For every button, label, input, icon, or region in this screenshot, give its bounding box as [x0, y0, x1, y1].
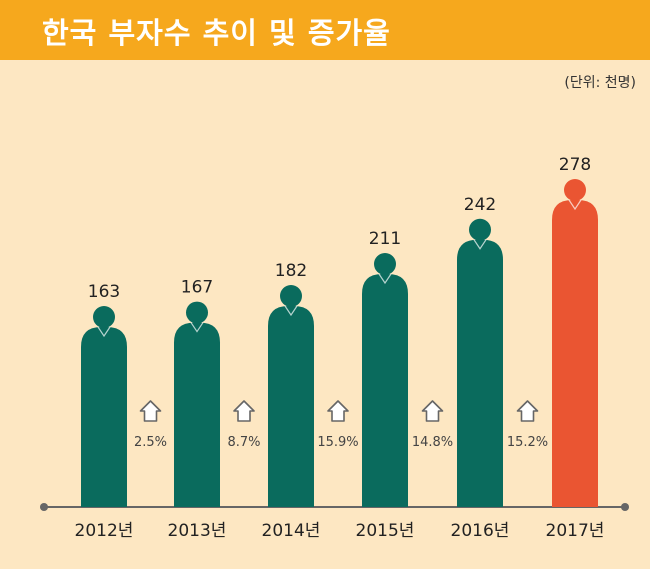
bar-2012년: [81, 326, 127, 507]
bar-head-2017년: [564, 179, 586, 201]
bar-collar-2017년: [568, 199, 582, 211]
bar-collar-2013년: [190, 322, 204, 333]
growth-arrow-icon: [421, 400, 444, 422]
value-label-2016년: 242: [464, 195, 496, 215]
bar-head-2013년: [186, 301, 208, 324]
growth-rate-label: 15.9%: [317, 435, 358, 450]
growth-arrow-icon: [327, 400, 349, 422]
year-label-2013년: 2013년: [168, 521, 227, 541]
bar-head-2012년: [93, 305, 115, 328]
x-axis-start-dot: [40, 503, 48, 511]
bar-head-2015년: [374, 252, 396, 275]
bar-2014년: [268, 306, 314, 507]
year-label-2017년: 2017년: [546, 521, 605, 541]
year-label-2014년: 2014년: [262, 521, 321, 541]
bar-collar-2014년: [284, 305, 298, 317]
bar-2016년: [457, 239, 503, 507]
bar-2015년: [362, 273, 408, 507]
x-axis-end-dot: [621, 503, 629, 511]
growth-rate-label: 15.2%: [507, 435, 548, 450]
unit-label: (단위: 천명): [564, 75, 636, 91]
bar-head-2014년: [280, 285, 302, 308]
year-label-2012년: 2012년: [75, 521, 134, 541]
growth-rate-label: 14.8%: [412, 435, 453, 450]
growth-arrow-icon: [516, 400, 539, 422]
growth-arrow-icon: [139, 400, 162, 422]
year-label-2015년: 2015년: [356, 521, 415, 541]
bar-2017년: [552, 200, 598, 507]
bar-head-2016년: [469, 218, 491, 241]
year-label-2016년: 2016년: [451, 521, 510, 541]
growth-arrow-icon: [233, 400, 255, 422]
title-bar: 한국 부자수 추이 및 증가율: [0, 0, 650, 60]
bar-collar-2012년: [97, 326, 111, 338]
bar-collar-2015년: [378, 273, 392, 285]
growth-rate-label: 2.5%: [134, 435, 167, 450]
value-label-2012년: 163: [88, 282, 120, 302]
value-label-2015년: 211: [369, 229, 401, 249]
bar-2013년: [174, 322, 220, 507]
value-label-2017년: 278: [559, 155, 591, 175]
bar-collar-2016년: [473, 239, 487, 250]
growth-rate-label: 8.7%: [227, 435, 260, 450]
chart-title: 한국 부자수 추이 및 증가율: [42, 16, 391, 50]
value-label-2013년: 167: [181, 278, 213, 298]
value-label-2014년: 182: [275, 261, 307, 281]
